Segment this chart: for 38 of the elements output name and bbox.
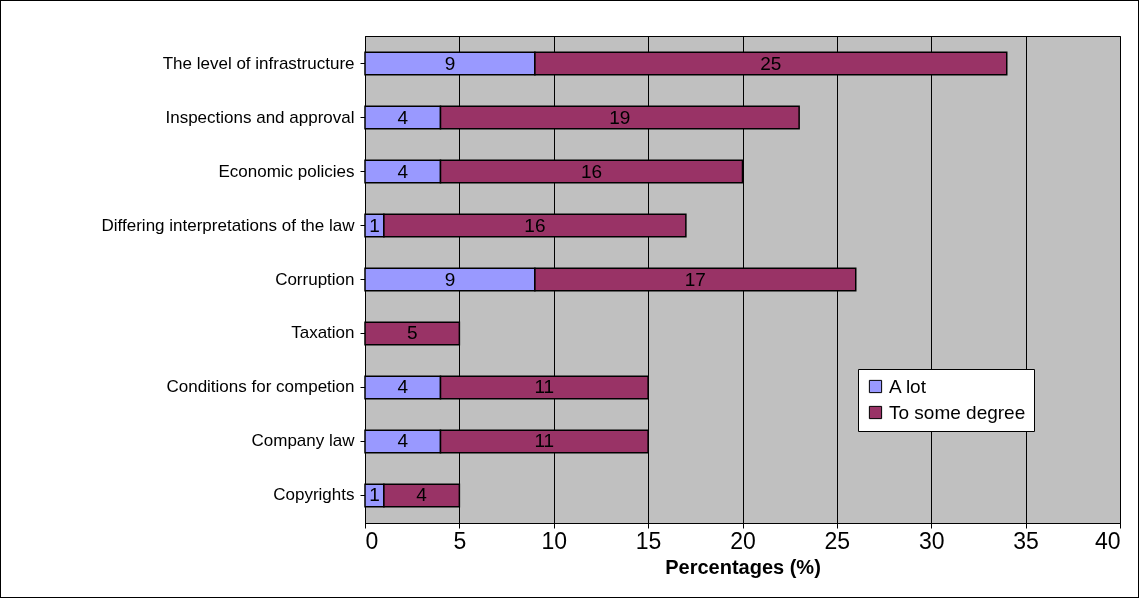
data-label: 4 <box>397 106 409 128</box>
data-label: 11 <box>534 430 555 452</box>
x-axis-title: Percentages (%) <box>665 555 821 578</box>
data-label: 11 <box>534 376 555 398</box>
y-tick-label: Differing interpretations of the law <box>101 215 356 235</box>
x-tick-label: 0 <box>365 527 379 554</box>
x-tick-label: 40 <box>1094 527 1121 554</box>
x-tick-label: 15 <box>635 527 662 554</box>
y-tick-label: The level of infrastructure <box>162 53 355 73</box>
data-label: 17 <box>684 268 706 290</box>
data-label: 9 <box>444 52 456 74</box>
x-tick-label: 5 <box>453 527 467 554</box>
x-tick-label: 30 <box>918 527 945 554</box>
y-tick-label: Inspections and approval <box>165 107 355 127</box>
data-label: 5 <box>406 322 418 344</box>
x-tick-label: 20 <box>730 527 756 554</box>
x-tick-label: 10 <box>541 527 568 554</box>
data-label: 4 <box>397 376 409 398</box>
y-tick-label: Copyrights <box>273 485 355 505</box>
data-label: 16 <box>580 160 603 182</box>
data-label: 1 <box>369 484 380 506</box>
y-tick-label: Conditions for competion <box>166 377 355 397</box>
legend-label: To some degree <box>889 401 1026 423</box>
data-label: 19 <box>609 106 631 128</box>
data-label: 1 <box>369 214 380 236</box>
legend-label: A lot <box>889 375 927 397</box>
data-label: 4 <box>416 484 428 506</box>
data-label: 9 <box>444 268 456 290</box>
data-label: 4 <box>397 160 409 182</box>
y-tick-label: Economic policies <box>218 161 355 181</box>
y-tick-label: Company law <box>251 431 356 451</box>
data-label: 25 <box>760 52 782 74</box>
x-tick-label: 35 <box>1013 527 1039 554</box>
data-label: 16 <box>524 214 546 236</box>
data-label: 4 <box>397 430 409 452</box>
x-tick-label: 25 <box>824 527 851 554</box>
y-tick-label: Corruption <box>275 269 355 289</box>
y-tick-label: Taxation <box>291 323 355 343</box>
